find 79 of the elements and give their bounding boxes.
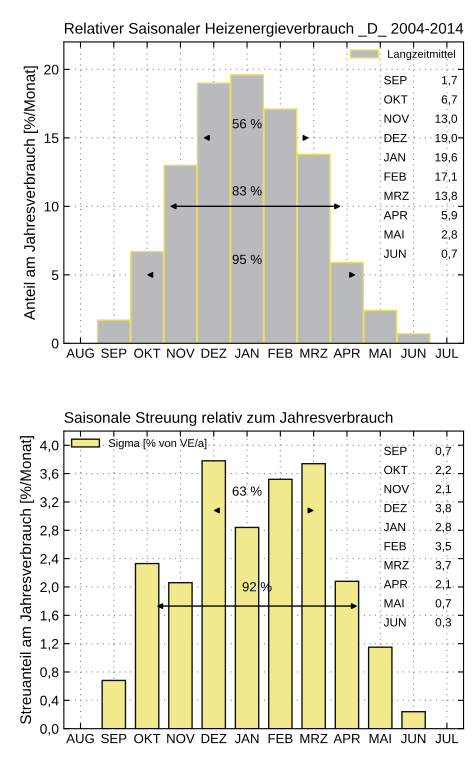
- text: APR 2,1: [384, 580, 451, 590]
- x-tick-label: AUG: [66, 734, 94, 744]
- x-tick-label: SEP: [101, 734, 126, 744]
- text: MRZ 13,8: [384, 192, 458, 202]
- x-tick-label: OKT: [134, 348, 160, 358]
- x-tick-label: APR: [333, 734, 360, 744]
- bar: [334, 580, 360, 729]
- y-tick-label: 20: [44, 64, 58, 75]
- y-axis-title: Anteil am Jahresverbrauch [%/Monat]: [24, 66, 38, 320]
- legend-label: Langzeitmittel: [388, 50, 456, 60]
- x-tick-label: OKT: [134, 734, 160, 744]
- bar: [301, 462, 326, 729]
- y-tick-label: 0: [52, 338, 58, 349]
- y-tick-label: 3,6: [40, 468, 58, 480]
- bar: [201, 460, 226, 729]
- x-tick-label: JAN: [234, 734, 258, 744]
- text: MAI 2,8: [384, 230, 458, 240]
- bar: [134, 562, 160, 729]
- text: NOV 2,1: [384, 484, 451, 495]
- text: FEB 3,5: [384, 542, 452, 552]
- x-tick-label: FEB: [268, 348, 292, 358]
- x-tick-label: DEZ: [202, 734, 227, 744]
- y-tick-label: 3,2: [40, 497, 58, 509]
- text: APR 5,9: [384, 210, 457, 221]
- x-tick-label: JUL: [435, 734, 458, 744]
- y-tick-label: 2,8: [40, 526, 58, 538]
- x-tick-label: MRZ: [300, 348, 328, 358]
- bar: [234, 526, 260, 729]
- y-tick-label: 0,0: [40, 724, 58, 736]
- annotation: 83 %: [232, 186, 262, 196]
- x-tick-label: JAN: [234, 348, 258, 358]
- annotation: 63 %: [232, 486, 262, 496]
- text: MAI 0,7: [384, 599, 451, 609]
- y-tick-label: 5: [52, 270, 58, 280]
- text: FEB 17,1: [384, 172, 457, 182]
- chart-title: Saisonale Streuung relativ zum Jahresverbrauch: [64, 412, 392, 426]
- x-tick-label: JUL: [435, 348, 458, 358]
- x-tick-label: MRZ: [300, 734, 328, 744]
- annotation: 95 %: [232, 254, 262, 264]
- y-tick-label: 0,4: [40, 696, 59, 708]
- y-tick-label: 1,6: [40, 610, 58, 622]
- text: JUN 0,3: [384, 618, 452, 628]
- text: JAN 2,8: [384, 522, 452, 533]
- y-tick-label: 2,0: [40, 582, 58, 594]
- y-axis-title: Streuanteil am Jahresverbrauch [%/Monat]: [20, 436, 34, 724]
- text: DEZ 3,8: [384, 504, 452, 514]
- x-tick-label: FEB: [268, 734, 292, 744]
- bar: [401, 710, 426, 729]
- y-tick-label: 15: [44, 133, 58, 144]
- x-tick-label: NOV: [167, 348, 195, 358]
- text: OKT 2,2: [384, 466, 451, 476]
- annotation: 56 %: [232, 119, 262, 128]
- bar: [168, 582, 193, 729]
- chart-title: Relativer Saisonaler Heizenergieverbrauch _D_ 2004-2014: [64, 22, 464, 37]
- text: JAN 19,6: [384, 153, 458, 163]
- y-tick-label: 2,4: [40, 554, 59, 566]
- bar: [101, 680, 126, 729]
- x-tick-label: AUG: [66, 348, 94, 358]
- y-tick-label: 10: [44, 202, 58, 212]
- x-tick-label: MAI: [370, 734, 391, 744]
- y-tick-label: 1,2: [40, 638, 58, 650]
- x-tick-label: NOV: [167, 734, 195, 744]
- text: SEP 1,7: [384, 76, 457, 86]
- x-tick-label: JUN: [400, 348, 426, 358]
- x-tick-label: MAI: [370, 348, 391, 358]
- text: OKT 6,7: [384, 95, 457, 105]
- x-tick-label: JUN: [400, 734, 426, 744]
- text: DEZ 19,0: [384, 134, 458, 144]
- text: NOV 13,0: [384, 114, 458, 124]
- x-tick-label: APR: [333, 348, 360, 358]
- x-tick-label: DEZ: [202, 348, 227, 358]
- text: MRZ 3,7: [384, 561, 451, 571]
- text: JUN 0,7: [384, 250, 457, 260]
- legend-label: Sigma [% von VE/a]: [108, 438, 206, 450]
- text: SEP 0,7: [384, 446, 451, 456]
- bar: [368, 646, 393, 729]
- y-tick-label: 4,0: [40, 440, 58, 452]
- x-tick-label: SEP: [101, 348, 126, 358]
- y-tick-label: 0,8: [40, 667, 58, 679]
